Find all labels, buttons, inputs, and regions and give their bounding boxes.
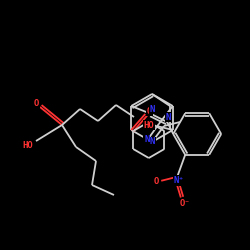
Text: O: O	[154, 177, 159, 186]
Text: N: N	[150, 104, 155, 114]
Text: N: N	[149, 138, 155, 146]
Text: O: O	[146, 106, 152, 116]
Text: N: N	[144, 136, 150, 144]
Text: O⁻: O⁻	[180, 199, 190, 208]
Text: N⁺: N⁺	[174, 176, 184, 185]
Text: N: N	[166, 112, 171, 122]
Text: O: O	[33, 98, 39, 108]
Text: HO: HO	[22, 140, 34, 149]
Text: HO: HO	[144, 120, 154, 130]
